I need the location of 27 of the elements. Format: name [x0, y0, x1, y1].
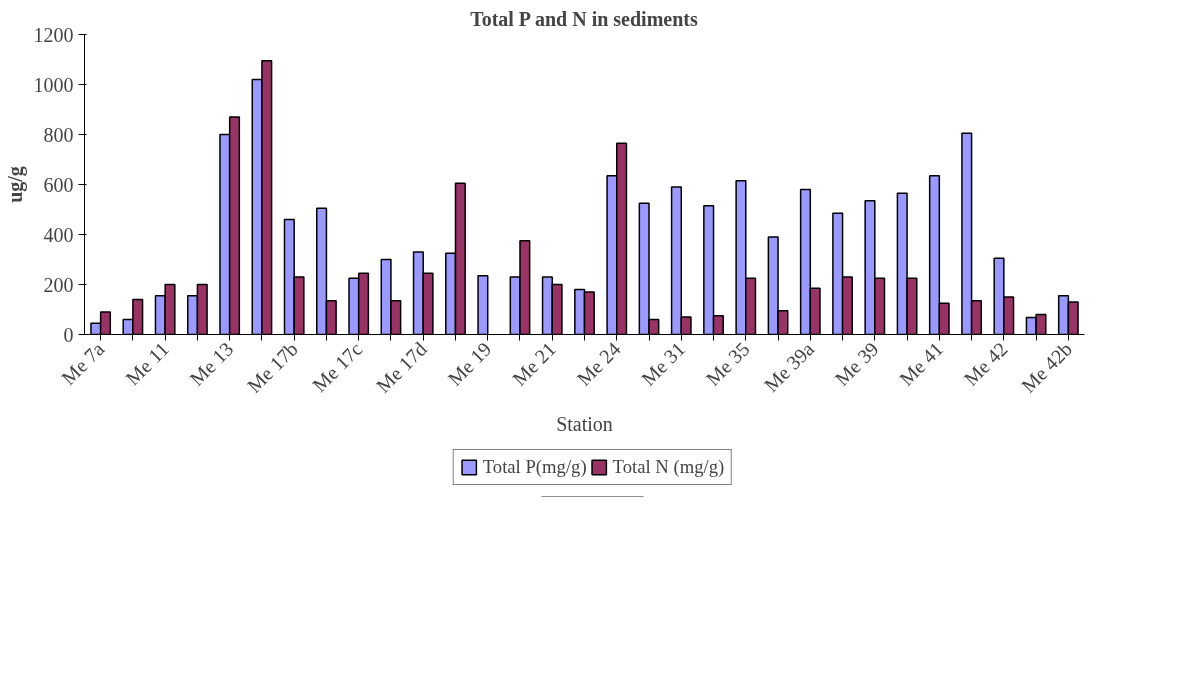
x-tick-label: Me 35 [701, 337, 754, 390]
x-tick-label: Me 19 [443, 337, 496, 390]
y-axis-title: ug/g [3, 166, 27, 203]
x-tick-label: Me 17c [308, 337, 367, 397]
y-tick-label: 600 [43, 173, 74, 196]
y-tick-label: 0 [63, 323, 74, 346]
x-tick-label: Me 13 [185, 337, 238, 390]
x-tick-label: Me 24 [572, 337, 625, 390]
y-tick-label: 1000 [33, 73, 74, 96]
y-tick-label: 200 [43, 273, 74, 296]
x-tick-label: Me 17b [242, 337, 302, 397]
x-tick-label: Me 11 [121, 337, 173, 390]
x-tick-label: Me 21 [507, 337, 561, 390]
x-tick-label: Me 42 [959, 337, 1012, 390]
x-tick-label: Me 31 [636, 337, 690, 390]
y-tick-label: 400 [43, 223, 74, 246]
y-tick-label: 1200 [33, 23, 74, 46]
chart-title: Total P and N in sediments [470, 7, 698, 30]
legend-label: Total P(mg/g) [482, 456, 587, 478]
legend-label: Total N (mg/g) [612, 456, 725, 478]
x-tick-label: Me 17d [371, 337, 431, 397]
x-tick-label: Me 39a [759, 337, 819, 397]
x-axis-title: Station [556, 412, 613, 435]
x-tick-label: Me 42b [1016, 337, 1077, 397]
y-tick-label: 800 [43, 123, 74, 146]
x-tick-label: Me 39 [830, 337, 883, 390]
x-tick-label: Me 41 [895, 337, 948, 390]
